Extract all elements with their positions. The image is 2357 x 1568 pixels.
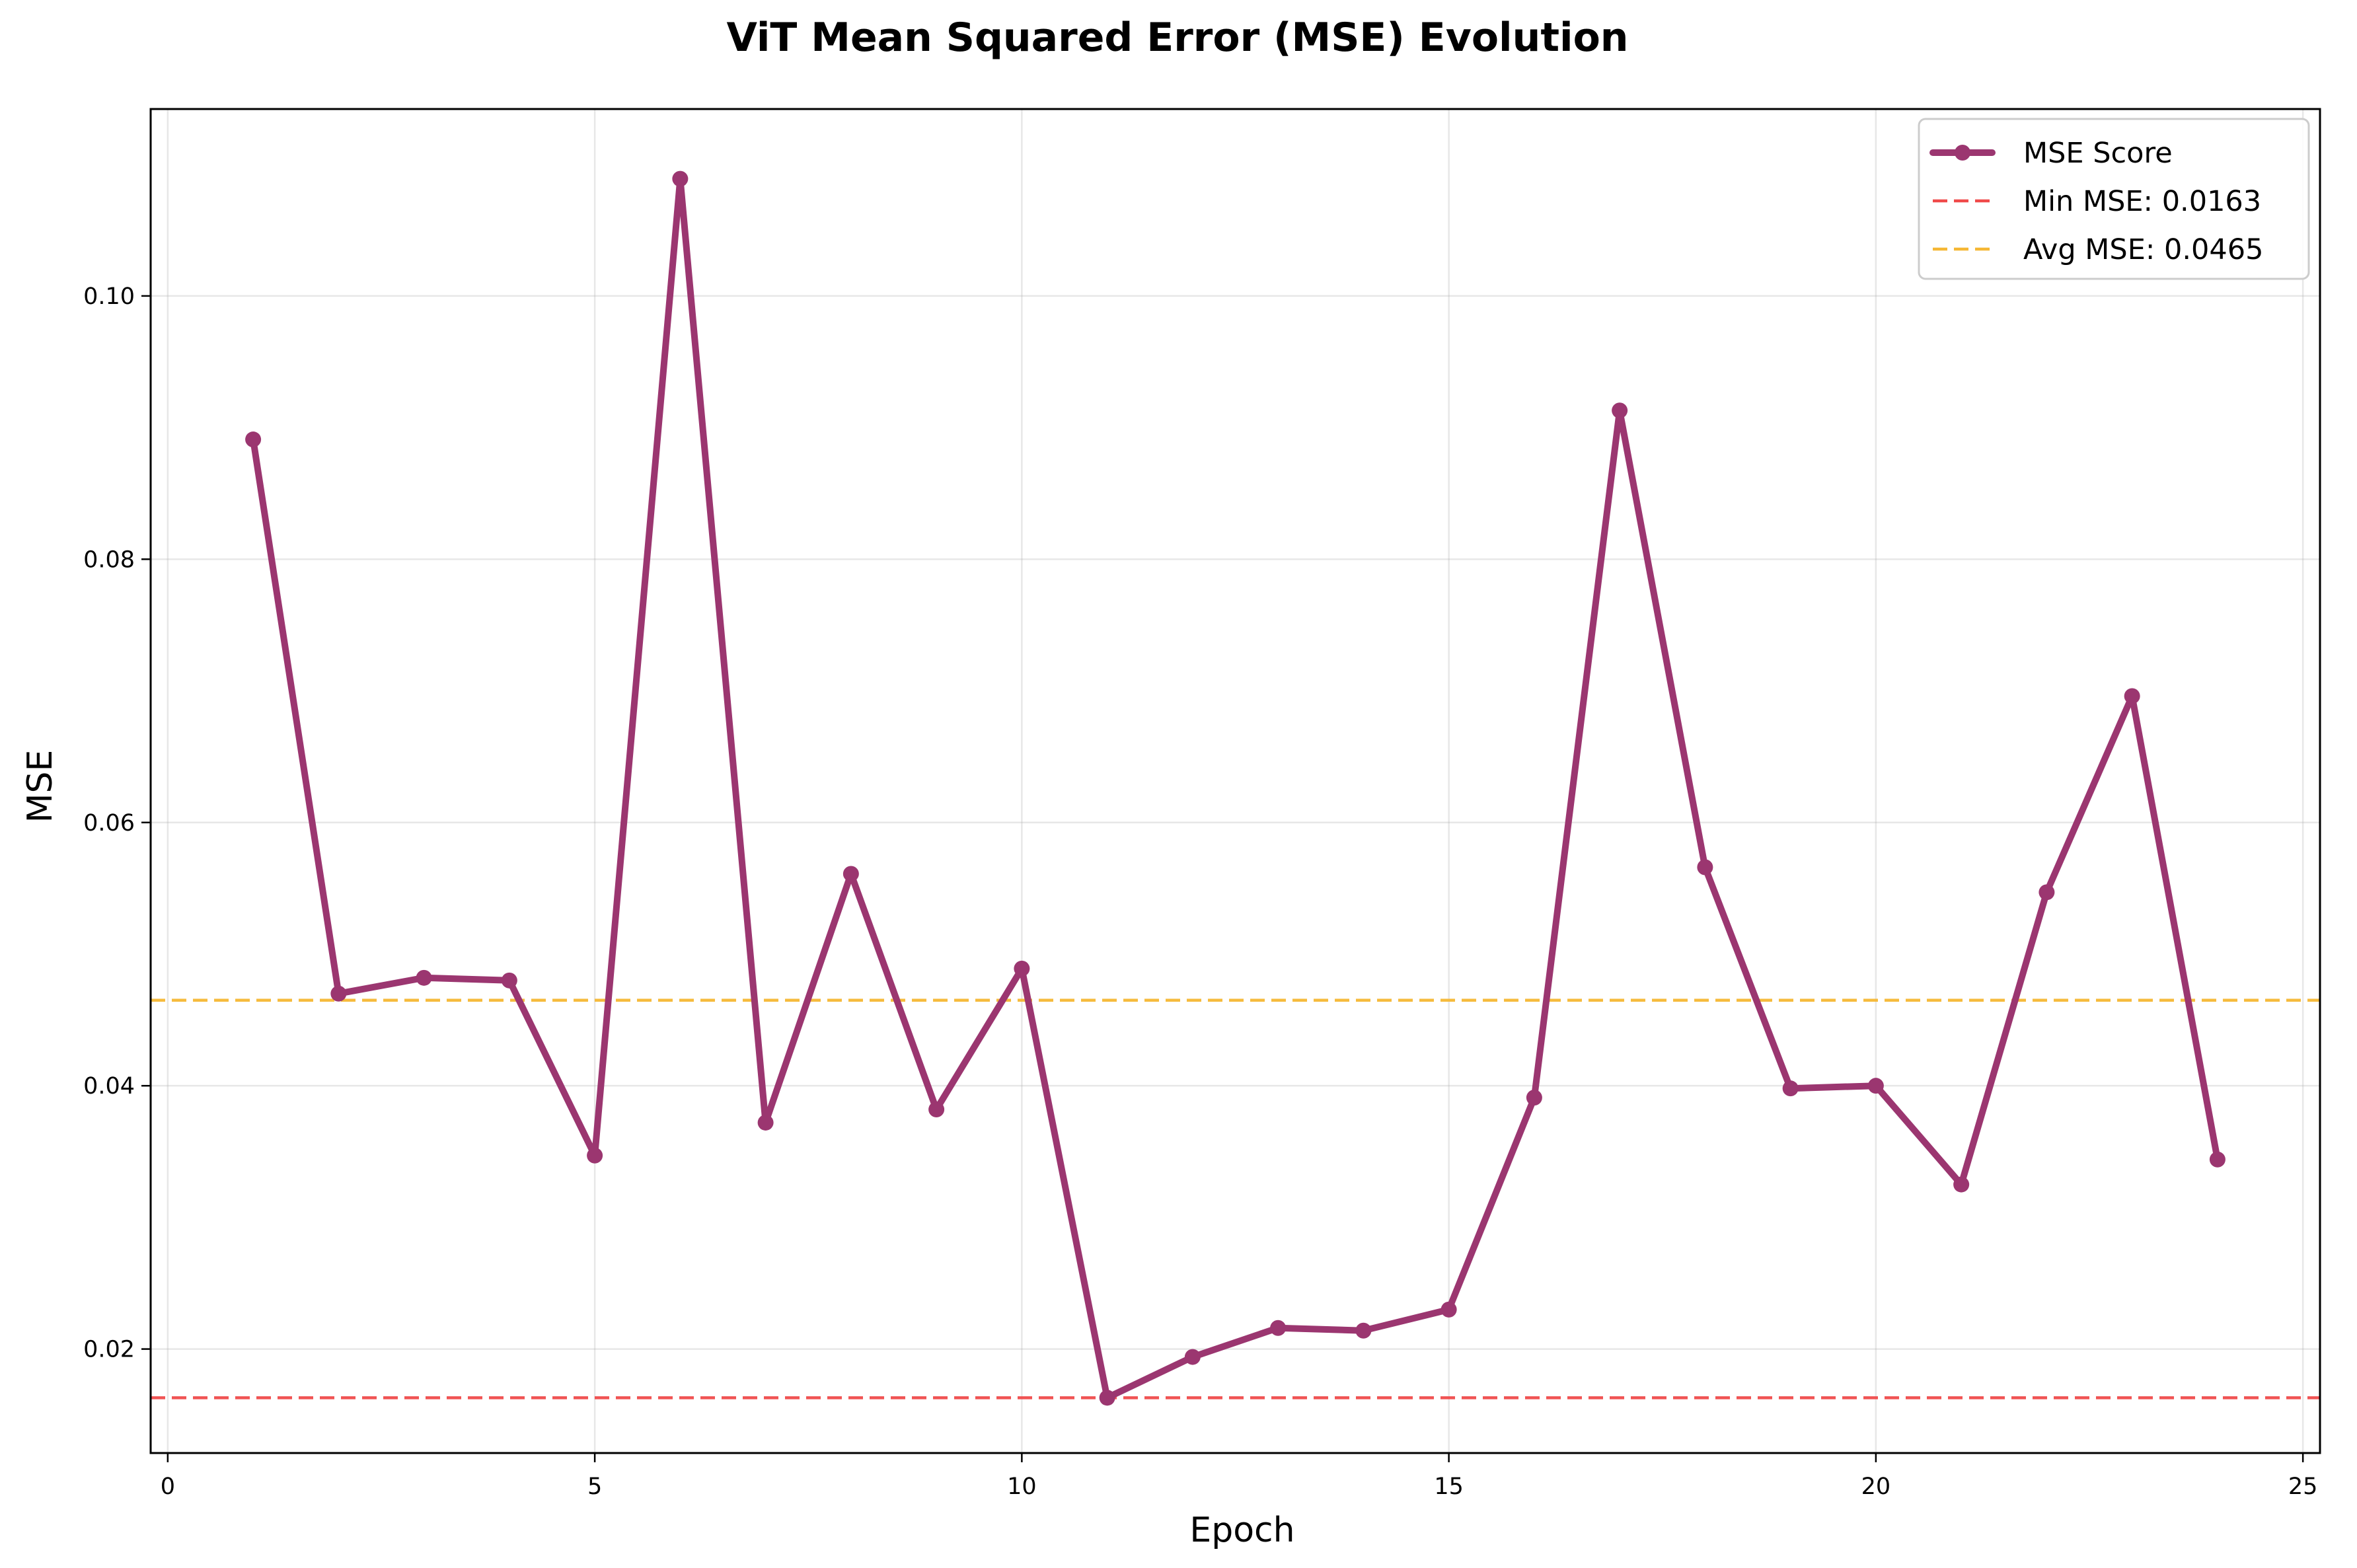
legend-marker-0 (1955, 145, 1970, 161)
y-tick-label-3: 0.08 (83, 546, 135, 573)
plot-frame (149, 108, 2321, 1454)
data-point-7 (757, 1114, 774, 1131)
x-axis-ticks: 0 5 10 15 20 25 (161, 1453, 2318, 1500)
reference-lines (151, 998, 2320, 1400)
y-tick-label-1: 0.04 (83, 1073, 135, 1100)
y-axis-ticks: 0.02 0.04 0.06 0.08 0.10 (83, 283, 151, 1363)
data-point-13 (1270, 1320, 1287, 1336)
data-point-23 (2124, 688, 2140, 704)
data-point-8 (842, 866, 859, 882)
data-point-19 (1782, 1080, 1799, 1097)
x-tick-label-3: 15 (1434, 1474, 1464, 1500)
x-tick-label-0: 0 (161, 1474, 175, 1500)
data-point-24 (2209, 1151, 2226, 1168)
x-tick-label-1: 5 (587, 1474, 602, 1500)
data-point-15 (1440, 1301, 1457, 1318)
legend-entries: MSE Score Min MSE: 0.0163 Avg MSE: 0.0465 (1929, 137, 2263, 266)
data-point-2 (330, 985, 347, 1002)
data-point-4 (501, 972, 517, 989)
data-point-3 (416, 969, 432, 986)
data-point-17 (1612, 402, 1628, 419)
legend-label-2: Avg MSE: 0.0465 (2023, 233, 2263, 266)
data-point-18 (1697, 859, 1713, 876)
data-point-5 (587, 1147, 603, 1164)
legend-label-0: MSE Score (2023, 137, 2173, 170)
x-tick-label-5: 25 (2288, 1474, 2318, 1500)
data-point-14 (1355, 1322, 1372, 1339)
y-tick-label-4: 0.10 (83, 283, 135, 310)
x-tick-label-2: 10 (1007, 1474, 1037, 1500)
data-point-12 (1184, 1349, 1201, 1365)
data-point-1 (245, 431, 262, 448)
data-point-16 (1526, 1090, 1542, 1106)
legend: MSE Score Min MSE: 0.0163 Avg MSE: 0.0465 (1918, 118, 2310, 280)
data-point-11 (1099, 1390, 1115, 1406)
x-tick-label-4: 20 (1861, 1474, 1891, 1500)
chart-title: ViT Mean Squared Error (MSE) Evolution (726, 15, 1628, 61)
plot-area (151, 109, 2320, 1453)
grid-lines (151, 109, 2320, 1453)
legend-label-1: Min MSE: 0.0163 (2023, 185, 2261, 218)
y-axis-label: MSE (20, 750, 60, 823)
series-layer (245, 170, 2226, 1406)
data-point-9 (928, 1101, 945, 1118)
y-tick-label-0: 0.02 (83, 1337, 135, 1363)
data-point-21 (1953, 1176, 1970, 1193)
x-axis-label: Epoch (1189, 1511, 1294, 1550)
series-line-0 (250, 175, 2221, 1401)
legend-box (1918, 118, 2310, 280)
data-point-20 (1867, 1078, 1884, 1094)
y-tick-label-2: 0.06 (83, 810, 135, 837)
data-point-10 (1014, 960, 1030, 977)
data-point-22 (2039, 884, 2055, 901)
data-point-6 (672, 170, 689, 187)
